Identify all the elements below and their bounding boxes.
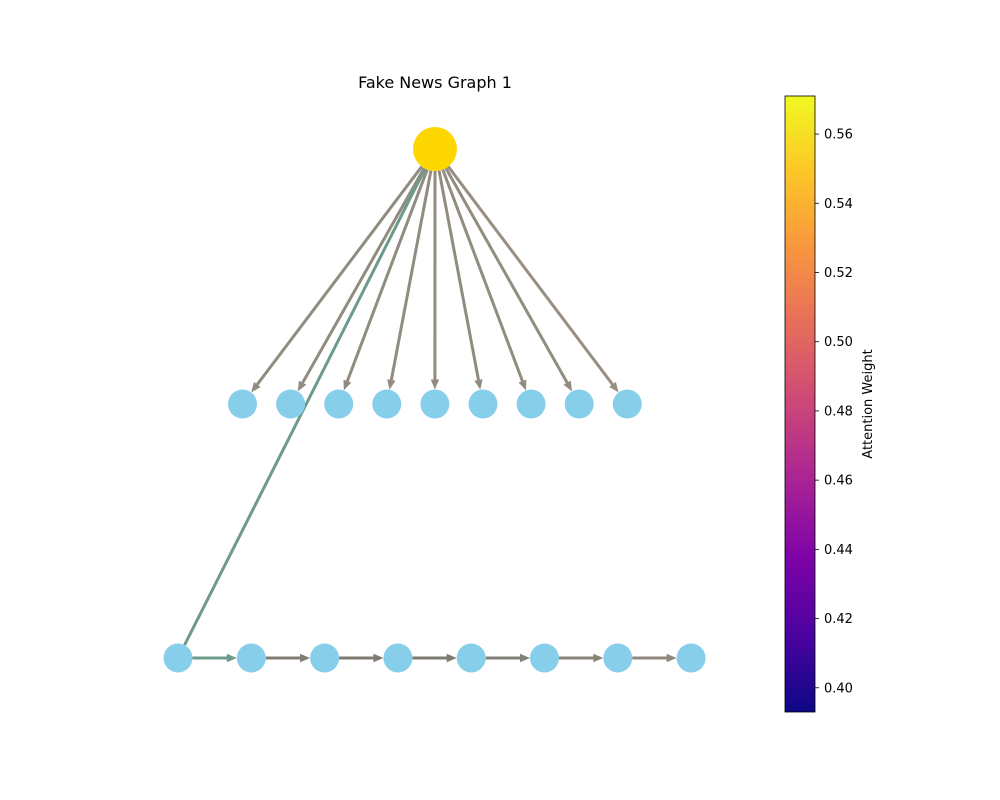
edge-arrowhead: [520, 653, 530, 663]
node-c7: [603, 643, 633, 673]
edge-arrowhead: [387, 379, 396, 390]
colorbar-tick-label: 0.54: [824, 197, 853, 212]
node-m2: [276, 389, 306, 419]
node-m9: [612, 389, 642, 419]
node-m4: [372, 389, 402, 419]
node-c2: [236, 643, 266, 673]
colorbar-tick-label: 0.48: [824, 404, 853, 419]
edge-line: [344, 169, 429, 385]
edge-c6-c7: [559, 653, 604, 663]
edge-c3-c4: [339, 653, 384, 663]
graph-title: Fake News Graph 1: [358, 73, 512, 92]
node-c1: [163, 643, 193, 673]
edge-r-m9: [447, 165, 619, 393]
edge-c1-c2: [192, 653, 237, 663]
node-c6: [530, 643, 559, 673]
edge-c7-c8: [632, 653, 677, 663]
edge-arrowhead: [666, 653, 677, 663]
root-node: [413, 127, 457, 171]
edge-line: [437, 170, 481, 384]
edge-r-m4: [387, 170, 433, 390]
edge-arrowhead: [474, 379, 483, 390]
colorbar-ticks: 0.40 0.42 0.44 0.46 0.48 0.50 0.52 0.54 0.56: [815, 128, 853, 696]
edge-arrowhead: [430, 379, 440, 390]
node-c8: [676, 643, 706, 673]
node-m3: [324, 389, 354, 419]
edge-line: [299, 167, 426, 387]
colorbar: 0.40 0.42 0.44 0.46 0.48 0.50 0.52 0.54 0.56 Att…: [784, 95, 876, 713]
edge-line: [444, 167, 570, 387]
edge-arrowhead: [226, 653, 237, 663]
graph-nodes: [163, 127, 706, 673]
colorbar-label: Attention Weight: [861, 349, 876, 458]
edge-arrowhead: [251, 381, 261, 393]
edge-line: [389, 170, 433, 384]
node-m1: [228, 389, 257, 419]
edge-arrowhead: [593, 653, 604, 663]
node-m5: [420, 389, 450, 419]
edge-arrowhead: [609, 381, 619, 393]
edge-c5-c6: [485, 653, 530, 663]
edge-arrowhead: [343, 379, 352, 391]
colorbar-gradient: [784, 95, 816, 713]
edge-r-m5: [430, 170, 440, 390]
edge-arrowhead: [518, 379, 527, 391]
edge-arrowhead: [373, 653, 384, 663]
colorbar-tick-label: 0.44: [824, 543, 853, 558]
edge-r-m1: [251, 165, 423, 393]
colorbar-tick-label: 0.42: [824, 612, 853, 627]
node-m6: [468, 389, 498, 419]
edge-arrowhead: [563, 380, 573, 392]
edge-line: [447, 165, 616, 388]
edge-r-m7: [441, 169, 527, 391]
edge-r-m2: [297, 167, 426, 392]
colorbar-tick-label: 0.56: [824, 128, 853, 143]
colorbar-tick-label: 0.52: [824, 266, 853, 281]
node-m7: [516, 389, 546, 419]
edge-arrowhead: [446, 653, 457, 663]
edge-r-m3: [343, 169, 429, 391]
edge-c2-c3: [265, 653, 311, 663]
node-c5: [456, 643, 486, 673]
node-c3: [310, 643, 340, 673]
edge-line: [254, 165, 423, 388]
edge-arrowhead: [297, 380, 307, 392]
node-m8: [564, 389, 594, 419]
colorbar-tick-label: 0.50: [824, 335, 853, 350]
node-c4: [383, 643, 413, 673]
edge-r-m8: [444, 167, 573, 392]
colorbar-tick-label: 0.40: [824, 681, 853, 696]
edge-c4-c5: [412, 653, 457, 663]
edge-line: [441, 169, 525, 385]
edge-r-m6: [437, 170, 483, 390]
colorbar-tick-label: 0.46: [824, 474, 853, 489]
edge-arrowhead: [300, 653, 311, 663]
graph-edges: [183, 165, 677, 663]
